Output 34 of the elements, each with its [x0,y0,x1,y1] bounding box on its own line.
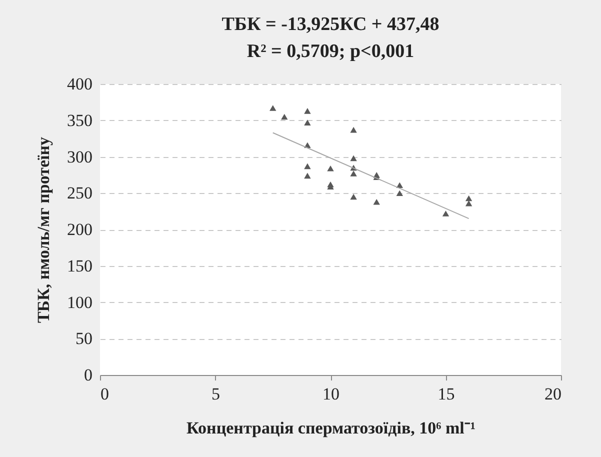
point [350,155,357,162]
point [350,170,357,176]
point [350,194,357,200]
y-tick-label: 200 [67,220,92,239]
point [304,172,311,179]
chart-subtitle: R² = 0,5709; p<0,001 [246,41,414,62]
x-tick-label: 10 [322,384,340,404]
point [465,195,472,202]
point [442,210,450,216]
point [270,105,276,111]
y-tick-label: 50 [76,329,92,348]
x-tick-label: 5 [212,384,220,404]
x-tick-label: 20 [544,384,562,404]
y-tick-label: 400 [67,74,92,94]
y-tick-label: 100 [67,292,92,312]
point [373,198,380,205]
y-axis-title: ТБК, нмоль/мг протеїну [34,136,53,324]
point [304,120,311,126]
x-axis-title: Концентрація сперматозоїдів, 10⁶ ml⁻¹ [186,418,476,438]
y-tick-label: 250 [67,184,92,203]
y-tick-label: 350 [67,110,92,130]
y-tick-label: 0 [84,366,92,384]
point [327,165,334,172]
x-tick-label: 0 [100,384,109,404]
point [304,163,311,170]
y-tick-label: 300 [67,147,92,166]
point [304,108,311,114]
x-tick-label: 15 [438,384,455,404]
point [396,190,404,196]
point [281,114,288,120]
point [350,126,357,133]
y-tick-label: 150 [67,256,92,276]
chart-title: ТБК = -13,925КС + 437,48 [222,14,440,35]
point [465,200,472,206]
